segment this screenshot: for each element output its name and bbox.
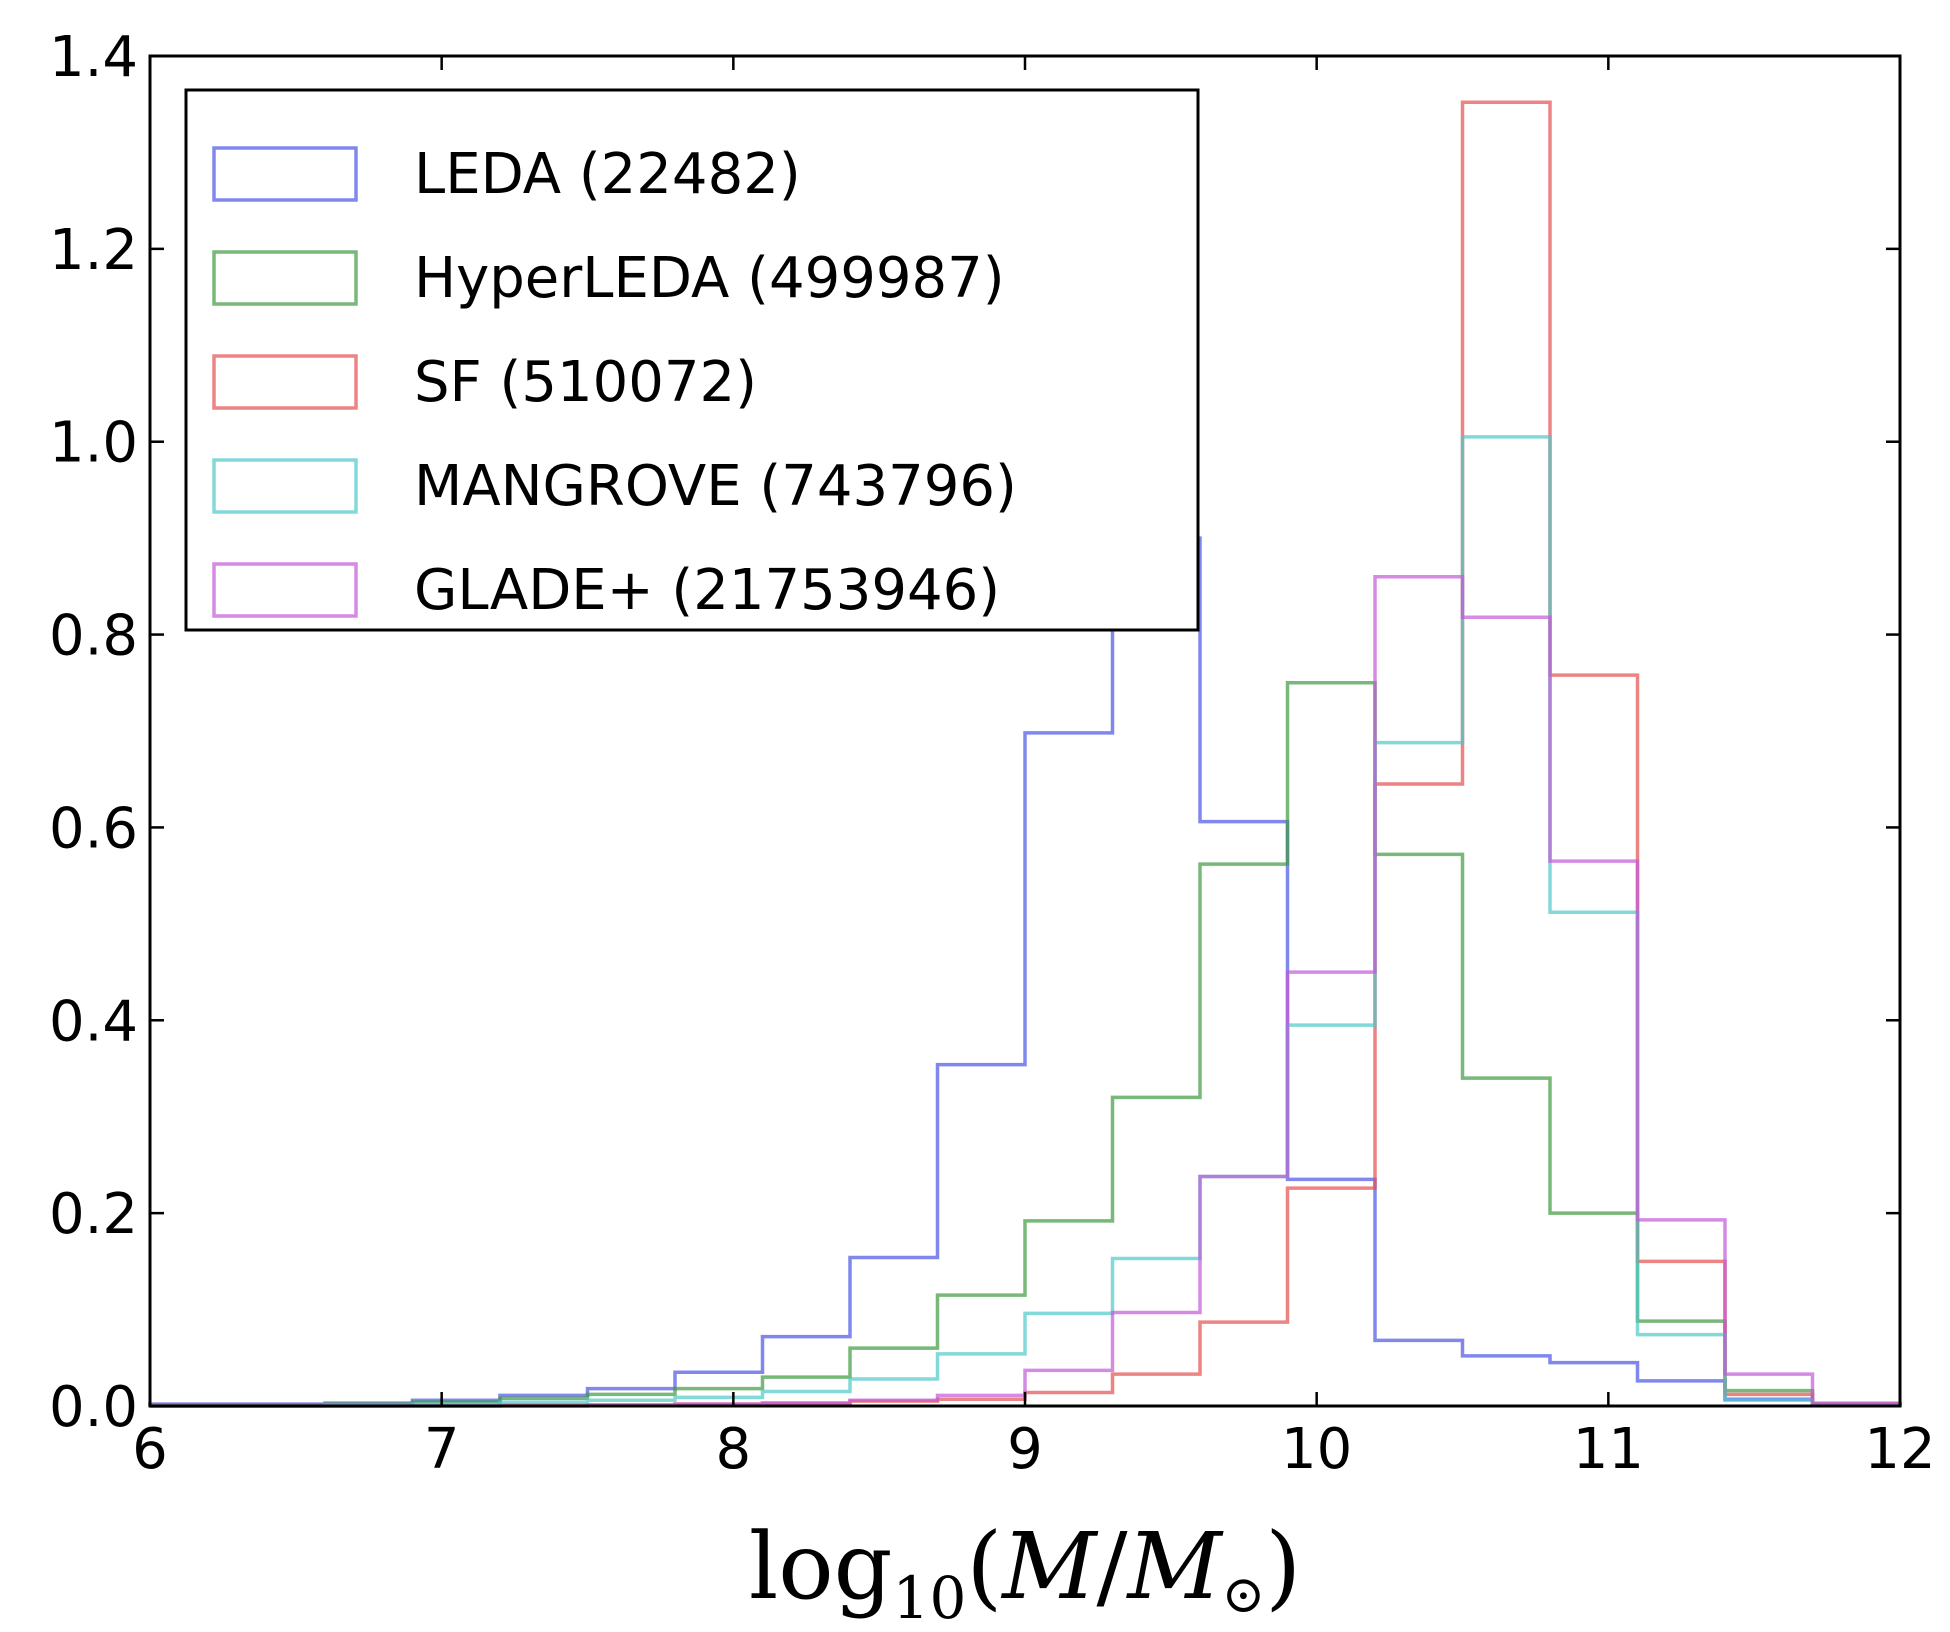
legend-swatch bbox=[212, 562, 358, 618]
y-tick-label: 0.2 bbox=[49, 1182, 138, 1247]
legend: LEDA (22482) HyperLEDA (499987) SF (510072… bbox=[184, 88, 1200, 632]
legend-swatch bbox=[212, 146, 358, 202]
series-0-histogram bbox=[148, 536, 1902, 1406]
legend-swatch bbox=[212, 458, 358, 514]
y-tick-label: 1.0 bbox=[49, 411, 138, 476]
y-tick-label: 1.4 bbox=[49, 25, 138, 90]
legend-label: HyperLEDA (499987) bbox=[414, 246, 1005, 311]
y-tick-label: 1.2 bbox=[49, 218, 138, 283]
y-tick-label: 0.6 bbox=[49, 796, 138, 861]
legend-swatch bbox=[212, 250, 358, 306]
legend-label: SF (510072) bbox=[414, 350, 757, 415]
legend-label: GLADE+ (21753946) bbox=[414, 558, 1000, 623]
legend-label: LEDA (22482) bbox=[414, 142, 801, 207]
y-tick-label: 0.8 bbox=[49, 604, 138, 669]
legend-swatch bbox=[212, 354, 358, 410]
x-tick-label: 10 bbox=[1281, 1417, 1352, 1482]
axis-ticks: 6 7 8 9 10 11 12 0.0 0.2 0.4 0.6 0.8 1.0 1.2 1.4 bbox=[49, 25, 1936, 1482]
x-tick-label: 12 bbox=[1864, 1417, 1935, 1482]
x-tick-label: 9 bbox=[1007, 1417, 1043, 1482]
x-tick-label: 11 bbox=[1573, 1417, 1644, 1482]
x-axis-label: log10(M/M⊙) bbox=[749, 1513, 1301, 1632]
x-tick-label: 8 bbox=[716, 1417, 752, 1482]
x-tick-label: 7 bbox=[424, 1417, 460, 1482]
y-tick-label: 0.4 bbox=[49, 989, 138, 1054]
legend-label: MANGROVE (743796) bbox=[414, 454, 1017, 519]
x-tick-label: 6 bbox=[132, 1417, 168, 1482]
y-tick-label: 0.0 bbox=[49, 1375, 138, 1440]
